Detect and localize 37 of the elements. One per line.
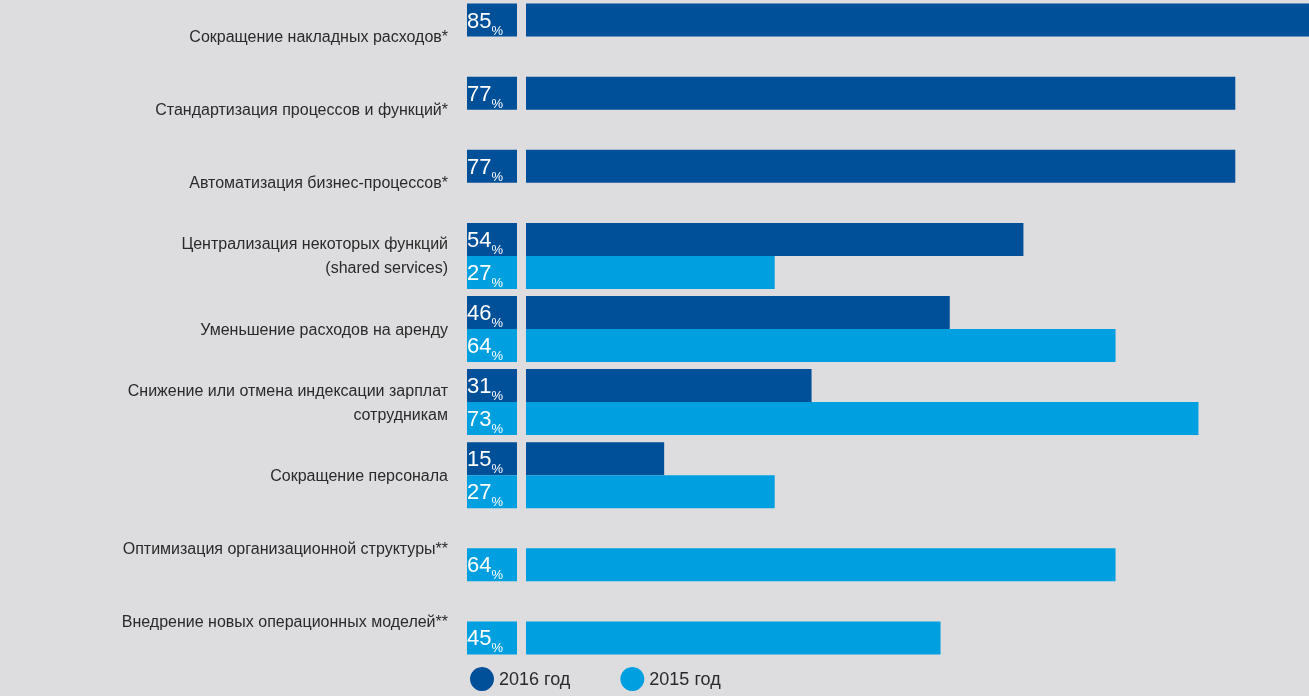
y-tick-label: Стандартизация процессов и функций*: [155, 101, 448, 119]
data-label: 45%: [467, 625, 504, 656]
data-label: 54%: [467, 226, 504, 257]
data-label: 31%: [467, 373, 504, 404]
bar: [526, 76, 1236, 110]
y-tick-label: Оптимизация организационной структуры**: [122, 539, 448, 557]
data-label: 15%: [467, 446, 504, 477]
bar: [526, 369, 812, 403]
bar: [526, 548, 1116, 582]
bar: [526, 329, 1116, 362]
data-label: 64%: [467, 333, 504, 363]
data-label: 27%: [467, 479, 504, 510]
bar: [526, 621, 941, 655]
y-tick-label: Внедрение новых операционных моделей**: [121, 612, 448, 630]
data-label: 77%: [467, 80, 504, 111]
y-tick-label: Уменьшение расходов на аренду: [200, 320, 448, 338]
bar: [526, 255, 775, 289]
data-label: 73%: [467, 406, 504, 437]
data-label: 64%: [467, 552, 504, 583]
bar: [526, 296, 950, 329]
bar: [526, 475, 775, 509]
data-label: 77%: [467, 153, 504, 184]
legend-label: 2015 год: [649, 669, 722, 689]
bar: [526, 149, 1236, 183]
bar: [526, 402, 1199, 436]
bar: [526, 3, 1309, 37]
y-tick-label: Автоматизация бизнес-процессов*: [189, 174, 448, 192]
y-tick-label: Сокращение персонала: [270, 466, 449, 484]
legend-label: 2016 год: [499, 669, 571, 689]
data-label: 46%: [467, 300, 504, 330]
y-tick-label: Централизация некоторых функций (shared services): [181, 235, 448, 277]
data-label: 27%: [467, 259, 504, 290]
bar: [526, 442, 665, 476]
bar: [526, 222, 1024, 256]
y-tick-label: Сокращение накладных расходов*: [189, 28, 448, 46]
data-label: 85%: [467, 7, 504, 38]
y-tick-label: Снижение или отмена индексации зарплат сотрудникам: [127, 381, 449, 423]
